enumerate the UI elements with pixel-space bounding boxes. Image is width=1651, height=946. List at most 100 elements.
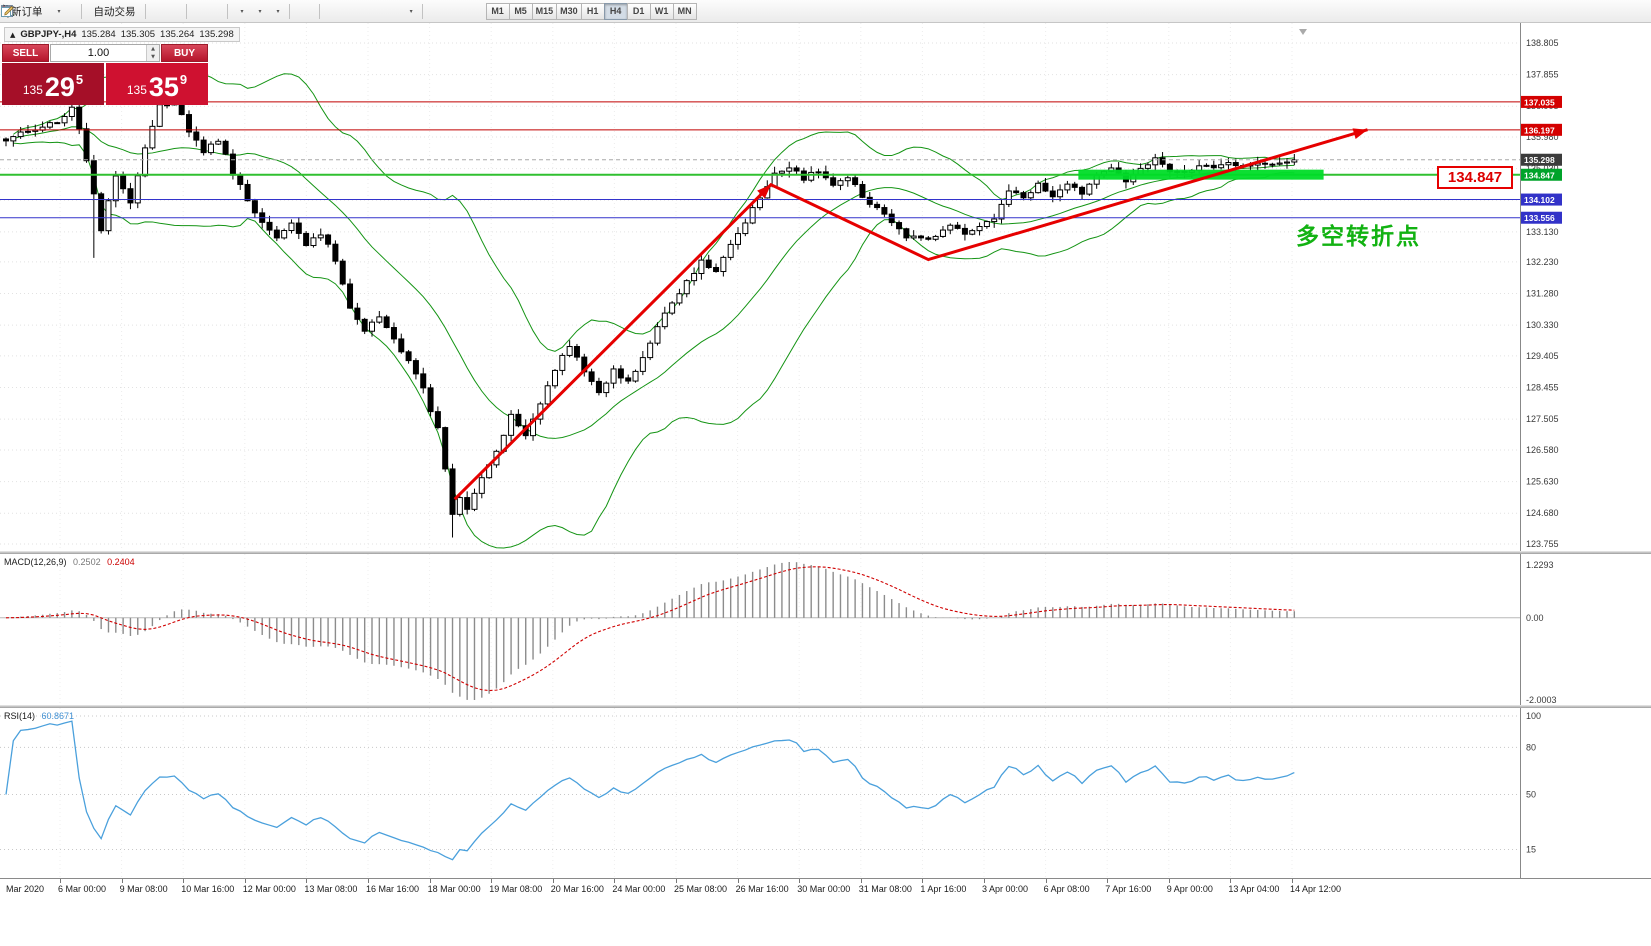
time-axis-label: 26 Mar 16:00 (735, 884, 789, 894)
buy-button[interactable]: BUY (161, 44, 208, 62)
time-tick (860, 879, 862, 883)
line-chart-button[interactable] (0, 2, 182, 21)
rsi-panel-canvas[interactable]: 100 80 50 15 (0, 708, 1651, 878)
time-axis-label: 25 Mar 08:00 (674, 884, 728, 894)
sell-pips: 29 (44, 72, 75, 102)
time-axis-label: 13 Mar 08:00 (304, 884, 358, 894)
sell-button[interactable]: SELL (2, 44, 49, 62)
bar-chart-button[interactable] (1, 2, 160, 21)
autotrading-label: 自动交易 (93, 5, 136, 18)
autotrading-button[interactable]: 自动交易 (1, 2, 141, 21)
tf-h1-button[interactable]: H1 (580, 2, 605, 20)
sell-point: 5 (75, 72, 84, 87)
time-axis-label: 13 Apr 04:00 (1228, 884, 1280, 894)
time-tick (1292, 879, 1293, 883)
grid-button[interactable] (1, 2, 223, 21)
symbol-title: GBPJPY-,H4 (20, 29, 77, 40)
periods-button[interactable]: ▾ (1, 2, 267, 21)
macd-grid (0, 554, 1520, 706)
rsi-panel-separator[interactable] (0, 705, 1651, 708)
time-axis-label: Mar 2020 (6, 884, 45, 894)
caret-down-icon: ▾ (57, 7, 61, 15)
caret-down-icon: ▾ (240, 7, 244, 15)
time-tick (183, 879, 185, 883)
time-axis-label: 19 Mar 08:00 (489, 884, 543, 894)
rsi-axis: 100 80 50 15 (1520, 708, 1541, 878)
time-tick (614, 879, 616, 883)
time-tick (244, 879, 246, 883)
macd-name: MACD(12,26,9) (4, 557, 67, 567)
volume-down-icon[interactable]: ▼ (147, 53, 159, 61)
time-axis-label: 16 Mar 16:00 (366, 884, 420, 894)
rsi-grid (0, 708, 1520, 878)
edit-chart-button[interactable] (1, 2, 1637, 21)
time-tick (368, 879, 369, 883)
chart-window-button[interactable]: ▾ (1, 2, 66, 21)
tf-d1-button[interactable]: D1 (626, 2, 651, 20)
cursor-button[interactable] (3, 2, 304, 21)
sell-quote[interactable]: 135 29 5 (2, 63, 104, 105)
support-zone-highlight[interactable] (1078, 169, 1324, 180)
time-axis-label: 9 Apr 00:00 (1166, 884, 1213, 894)
tf-m5-button[interactable]: M5 (508, 2, 533, 20)
rsi-name: RSI(14) (4, 711, 36, 721)
buy-pips: 35 (148, 72, 179, 102)
tf-m1-button[interactable]: M1 (485, 2, 510, 20)
time-axis-label: 10 Mar 16:00 (181, 884, 235, 894)
arrows-button[interactable]: ▾ (1, 2, 418, 21)
time-tick (1107, 879, 1109, 883)
edit-note-button[interactable] (1, 2, 1648, 21)
support-price-label[interactable]: 134.847 (1437, 166, 1513, 189)
volume-box: ▲ ▼ (50, 44, 160, 62)
text-label-button[interactable]: T (1, 2, 400, 21)
profiles-button[interactable] (1, 2, 77, 21)
macd-panel-separator[interactable] (0, 551, 1651, 554)
price-chip: 137.035 (1521, 95, 1562, 108)
tf-w1-button[interactable]: W1 (649, 2, 674, 20)
time-axis-label: 30 Mar 00:00 (797, 884, 851, 894)
tf-m15-button[interactable]: M15 (531, 2, 558, 20)
trend-arrows[interactable] (453, 128, 1368, 501)
price-chip: 133.556 (1521, 211, 1562, 224)
macd-signal-line (5, 566, 1295, 692)
tf-m30-button[interactable]: M30 (556, 2, 582, 20)
candlestick-series (3, 91, 1298, 538)
indicators-button[interactable]: ▾ (0, 2, 249, 21)
macd-panel-canvas[interactable]: 1.2293 0.00 -2.0003 (0, 554, 1651, 706)
price-chart-canvas[interactable]: 138.805137.855136.905135.980135.030134.0… (0, 23, 1651, 553)
volume-up-icon[interactable]: ▲ (147, 45, 159, 53)
time-axis[interactable]: Mar 2020 6 Mar 00:00 9 Mar 08:00 10 Mar 16:… (0, 878, 1651, 946)
chart-shift-marker (1299, 29, 1307, 35)
tf-h4-button[interactable]: H4 (603, 2, 628, 20)
volume-spinner: ▲ ▼ (146, 45, 159, 61)
rsi-line (5, 720, 1295, 861)
price-axis-label: 130.330 (1526, 320, 1559, 330)
macd-main-value: 0.2502 (73, 557, 101, 567)
horizontal-line-button[interactable] (1, 2, 345, 21)
time-axis-label: 20 Mar 16:00 (550, 884, 604, 894)
vertical-line-button[interactable] (6, 2, 334, 21)
timeframe-group: M1 M5 M15 M30 H1 H4 D1 W1 MN (485, 2, 697, 20)
text-button[interactable]: A (3, 2, 389, 21)
sell-figure: 135 (22, 83, 43, 97)
candle-chart-button[interactable] (2, 2, 171, 21)
zoom-out-button[interactable] (1, 2, 212, 21)
crosshair-button[interactable] (1, 2, 315, 21)
fibonacci-button[interactable] (1, 2, 378, 21)
volume-input[interactable] (51, 47, 146, 59)
equidistant-channel-button[interactable] (1, 2, 367, 21)
time-tick (121, 879, 123, 883)
new-order-label: 新订单 (11, 5, 43, 18)
price-chip: 135.298 (1521, 153, 1562, 166)
buy-quote[interactable]: 135 35 9 (106, 63, 208, 105)
price-axis-label: 131.280 (1526, 289, 1559, 299)
turning-point-note[interactable]: 多空转折点 (1296, 223, 1421, 249)
price-axis-label: 127.505 (1526, 414, 1559, 424)
trendline-button[interactable] (1, 2, 356, 21)
templates-button[interactable]: ▾ (1, 2, 285, 21)
tf-mn-button[interactable]: MN (672, 2, 697, 20)
svg-text:100: 100 (1526, 711, 1541, 721)
time-tick (60, 879, 61, 883)
zoom-in-button[interactable] (1, 2, 201, 21)
time-tick (429, 879, 431, 883)
